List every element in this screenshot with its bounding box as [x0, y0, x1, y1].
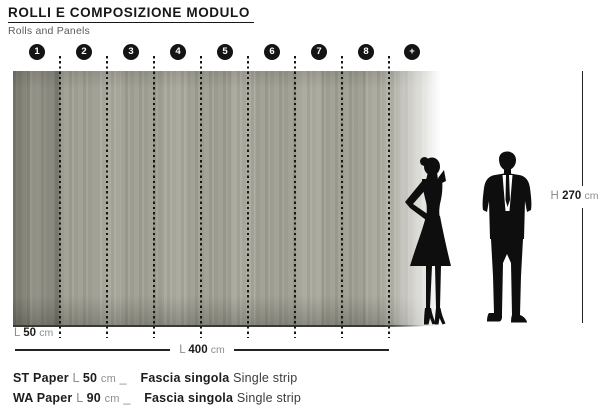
- panel-badge-plus: +: [404, 44, 420, 60]
- strip-width-value: 50: [23, 327, 36, 339]
- panel-badge-3: 3: [123, 44, 139, 60]
- legend-dim-unit: cm: [100, 373, 116, 385]
- page-title: ROLLI E COMPOSIZIONE MODULO: [8, 5, 254, 23]
- legend-product-name: WA Paper: [13, 391, 73, 405]
- strip-divider-4: [200, 56, 202, 338]
- strip-divider-6: [294, 56, 296, 338]
- legend-dim-prefix: L: [72, 371, 80, 385]
- panel-badge-8: 8: [358, 44, 374, 60]
- total-width-prefix: L: [179, 344, 186, 356]
- legend-label-italian: Fascia singola: [144, 391, 234, 405]
- height-prefix: H: [550, 190, 559, 202]
- height-unit: cm: [584, 190, 599, 202]
- legend-dim-unit: cm: [104, 393, 120, 405]
- total-width-line-right: [233, 349, 390, 351]
- panel-badge-6: 6: [264, 44, 280, 60]
- legend-dim-value: 50: [82, 371, 98, 385]
- strip-width-unit: cm: [39, 327, 54, 339]
- legend-separator: _: [119, 371, 127, 385]
- panel-badge-1: 1: [29, 44, 45, 60]
- total-width-unit: cm: [210, 344, 225, 356]
- strip-width-label: L 50 cm: [14, 327, 53, 339]
- man-silhouette-icon: [482, 151, 532, 323]
- height-dimension-line-top: [582, 71, 584, 186]
- legend-separator: _: [123, 391, 131, 405]
- woman-silhouette-icon: [405, 157, 451, 325]
- total-width-value: 400: [188, 344, 208, 356]
- height-dimension-line-bottom: [582, 208, 584, 323]
- legend-label-english: Single strip: [236, 391, 302, 405]
- total-width-dimension: L 400 cm: [15, 343, 390, 357]
- strip-divider-1: [59, 56, 61, 338]
- page-subtitle: Rolls and Panels: [8, 25, 90, 37]
- legend-row-wa-paper: WA Paper L 90 cm _ Fascia singola Single…: [13, 391, 301, 405]
- height-value: 270: [562, 190, 582, 202]
- strip-divider-2: [106, 56, 108, 338]
- legend-product-name: ST Paper: [13, 371, 69, 385]
- strip-divider-3: [153, 56, 155, 338]
- panel-badge-7: 7: [311, 44, 327, 60]
- height-dimension-label: H 270 cm: [540, 190, 609, 202]
- strip-divider-7: [341, 56, 343, 338]
- panel-badge-2: 2: [76, 44, 92, 60]
- legend-dim-value: 90: [86, 391, 101, 405]
- legend-row-st-paper: ST Paper L 50 cm _ Fascia singola Single…: [13, 371, 297, 385]
- wall-base-line: [13, 325, 425, 327]
- legend-label-italian: Fascia singola: [140, 371, 230, 385]
- legend-dim-prefix: L: [76, 391, 83, 405]
- total-width-label: L 400 cm: [170, 344, 234, 356]
- header: ROLLI E COMPOSIZIONE MODULO Rolls and Pa…: [8, 4, 254, 37]
- legend-label-english: Single strip: [233, 371, 298, 385]
- strip-divider-8: [388, 56, 390, 338]
- total-width-line-left: [15, 349, 171, 351]
- wallpaper-texture-image: [13, 71, 445, 326]
- strip-width-prefix: L: [14, 327, 20, 339]
- panel-badge-5: 5: [217, 44, 233, 60]
- strip-divider-5: [247, 56, 249, 338]
- panel-badge-4: 4: [170, 44, 186, 60]
